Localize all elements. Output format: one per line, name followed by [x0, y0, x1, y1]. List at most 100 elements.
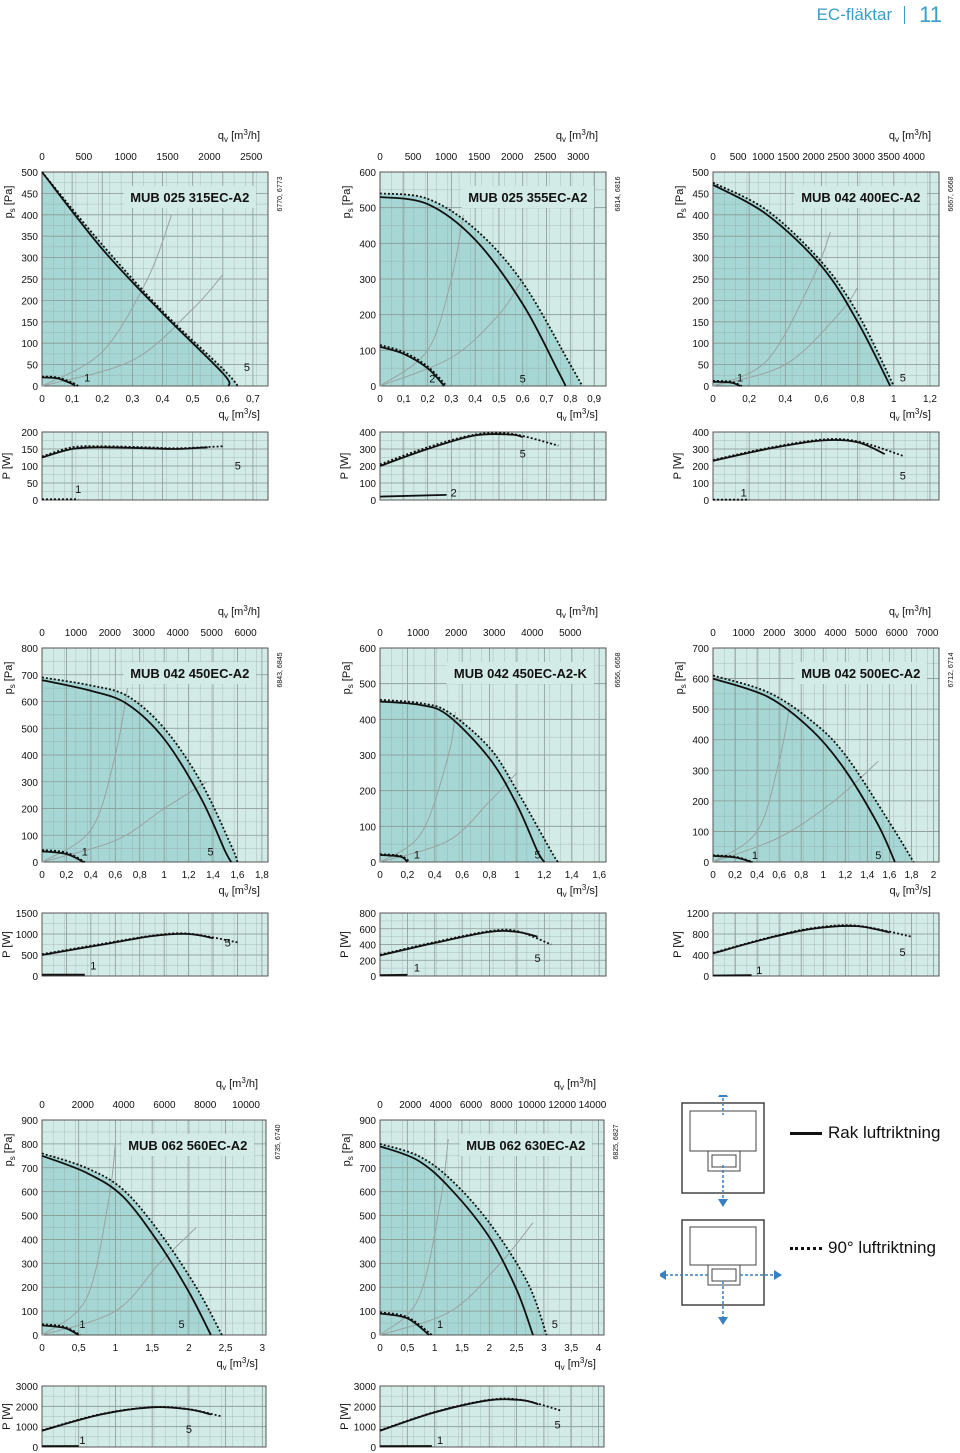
curve-label: 1 [737, 373, 743, 385]
curve-label: 5 [178, 1319, 184, 1331]
page-header: EC-fläktar 11 [817, 2, 942, 28]
y-tick-label: 300 [21, 1259, 38, 1270]
x-tick-label: 0,2 [59, 870, 73, 881]
y-tick-label: 0 [32, 1331, 38, 1342]
y-axis-label: ps [Pa] [674, 662, 688, 695]
power-curve-label: 5 [900, 947, 906, 959]
y-tick-label: 500 [692, 705, 709, 716]
chart-title: MUB 025 355EC-A2 [461, 186, 594, 208]
x2-axis-label: qv [m3/h] [218, 604, 260, 620]
chart-title-background [123, 662, 256, 684]
x2-axis-label: qv [m3/h] [889, 128, 931, 144]
pressure-plot-frame [41, 1119, 267, 1336]
x2-axis-label: qv [m3/h] [556, 604, 598, 620]
fan-curve-solid [712, 677, 896, 863]
x2-tick-label: 7000 [916, 628, 939, 639]
system-curve [41, 274, 224, 387]
x-tick-label: 3 [260, 1343, 266, 1354]
system-curve [379, 1139, 449, 1336]
x2-tick-label: 6000 [234, 628, 257, 639]
x2-tick-label: 0 [710, 152, 716, 163]
chart-title-background [123, 186, 256, 208]
x-tick-label: 1,5 [455, 1343, 469, 1354]
curve-label: 5 [875, 850, 881, 862]
x2-tick-label: 14000 [579, 1100, 607, 1111]
x2-tick-label: 2000 [99, 628, 122, 639]
x-tick-label: 0,4 [156, 394, 170, 405]
x-tick-label: 0,3 [444, 394, 458, 405]
grid [379, 171, 607, 501]
y-tick-label: 900 [21, 1116, 38, 1127]
x2-tick-label: 0 [39, 1100, 45, 1111]
y-tick-label: 500 [692, 168, 709, 179]
power-curve-dotted [379, 1397, 561, 1432]
chart-title-background [794, 186, 927, 208]
x-axis-label: qv [m3/s] [219, 883, 260, 899]
chart-title: MUB 042 400EC-A2 [794, 186, 927, 208]
chart-code: 6814, 6816 [615, 176, 622, 211]
y-tick-label: 200 [692, 797, 709, 808]
fan-curve-solid [41, 1324, 80, 1336]
x2-axis-label: qv [m3/h] [556, 128, 598, 144]
x2-tick-label: 4000 [521, 628, 544, 639]
x2-tick-label: 3500 [878, 152, 901, 163]
pressure-plot-frame [712, 647, 940, 863]
x2-tick-label: 3000 [794, 628, 817, 639]
y-tick-label: 400 [692, 211, 709, 222]
x-tick-label: 0,8 [563, 394, 577, 405]
y-tick-label: 100 [359, 822, 376, 833]
x2-tick-label: 2500 [827, 152, 850, 163]
curve-label: 1 [752, 850, 758, 862]
x2-axis-label: qv [m3/h] [218, 128, 260, 144]
curve-label: 1 [84, 373, 90, 385]
y-tick-label: 150 [692, 318, 709, 329]
x2-tick-label: 3000 [483, 628, 506, 639]
chart-code: 6712, 6714 [948, 652, 955, 687]
power-plot-frame [379, 912, 607, 977]
y-tick-label: 600 [359, 168, 376, 179]
x-tick-label: 1,2 [182, 870, 196, 881]
power-plot-frame [712, 431, 940, 501]
system-curve [379, 1222, 534, 1336]
y-tick-label: 200 [21, 805, 38, 816]
y-axis-label: ps [Pa] [674, 186, 688, 219]
x-tick-label: 0,8 [851, 394, 865, 405]
x-tick-label: 1,5 [145, 1343, 159, 1354]
curve-label: 1 [82, 846, 88, 858]
x-tick-label: 0,8 [794, 870, 808, 881]
legend-dotted-label: 90° luftriktning [828, 1238, 936, 1257]
y-tick-label: 600 [21, 698, 38, 709]
chart-code: 6843, 6845 [277, 652, 284, 687]
power-curve-label: 1 [437, 1435, 443, 1447]
fan-curve-dotted [379, 192, 583, 387]
x-tick-label: 1,6 [882, 870, 896, 881]
chart-title: MUB 025 315EC-A2 [123, 186, 256, 208]
x-tick-label: 1,6 [231, 870, 245, 881]
y-tick-label: 50 [27, 361, 39, 372]
pressure-plot-frame [379, 1119, 605, 1336]
chart-title: MUB 062 630EC-A2 [459, 1134, 592, 1156]
y-tick-label: 500 [359, 680, 376, 691]
y-tick-label: 100 [359, 1307, 376, 1318]
x2-tick-label: 1000 [435, 152, 458, 163]
grid [712, 171, 940, 501]
y-tick-label: 500 [359, 1212, 376, 1223]
power-tick-label: 3000 [16, 1382, 39, 1393]
x2-tick-label: 12000 [548, 1100, 576, 1111]
y-tick-label: 400 [692, 736, 709, 747]
x2-tick-label: 0 [39, 628, 45, 639]
power-tick-label: 3000 [354, 1382, 377, 1393]
system-curve [379, 712, 456, 863]
power-tick-label: 400 [359, 428, 376, 439]
x-tick-label: 0,7 [540, 394, 554, 405]
x2-tick-label: 10000 [232, 1100, 260, 1111]
chart-title-text: MUB 042 450EC-A2 [130, 666, 249, 681]
power-tick-label: 100 [692, 479, 709, 490]
x-tick-label: 0,2 [95, 394, 109, 405]
x-tick-label: 1,4 [565, 870, 579, 881]
legend-diagrams [660, 1095, 782, 1325]
y-tick-label: 300 [692, 254, 709, 265]
power-curve-label: 1 [741, 488, 747, 500]
